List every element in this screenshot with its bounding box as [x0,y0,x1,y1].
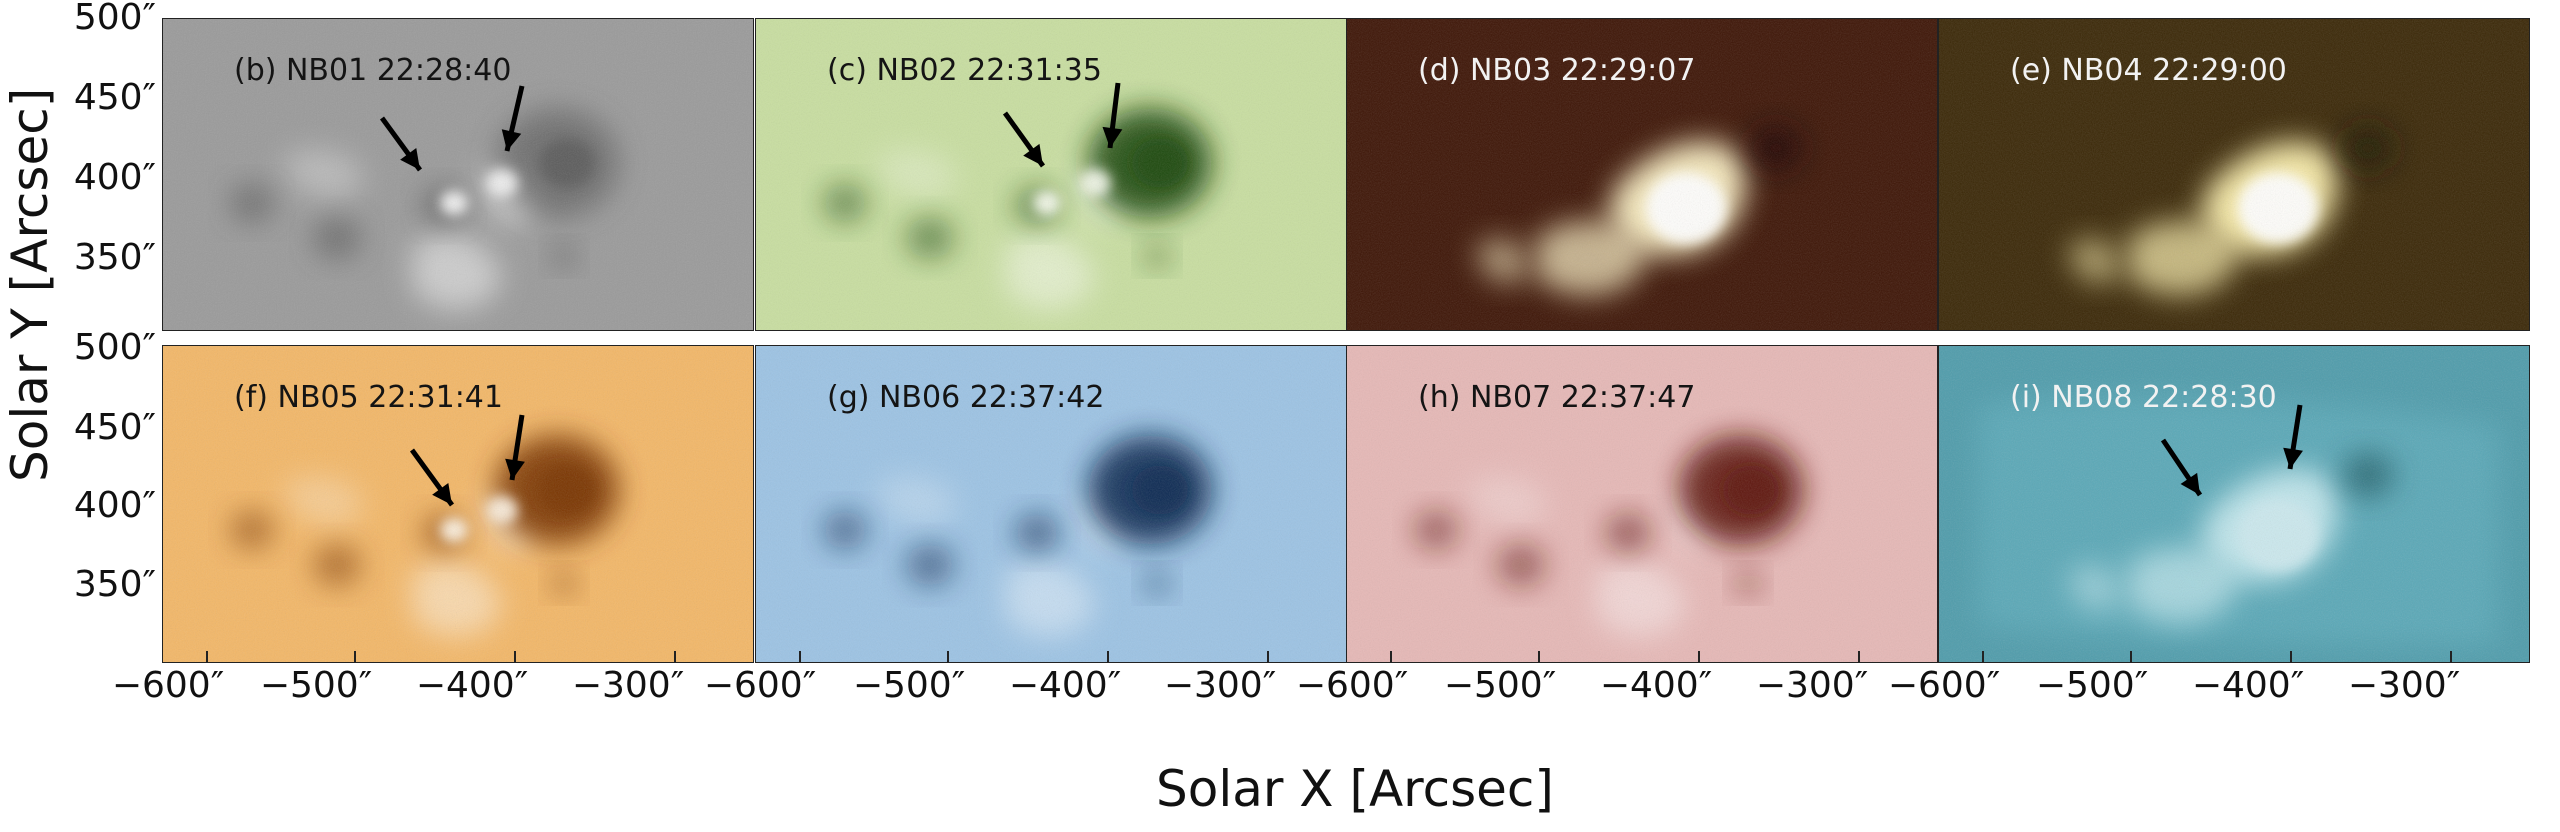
panel-frame [1938,18,2530,331]
x-tick-col3-300: −300″ [1755,665,1869,706]
y-tick-row2-350: 350″ [73,564,156,605]
y-tick-row1-400: 400″ [73,157,156,198]
x-tick-col1-400: −400″ [415,665,529,706]
panel-label-b: (b) NB01 22:28:40 [234,53,512,88]
x-tick-col2-500: −500″ [852,665,966,706]
panel-image-f [162,345,754,663]
arrow-left-kernel [2160,438,2203,497]
panel-image-e [1938,18,2530,331]
x-tick-col1-600: −600″ [111,665,225,706]
x-tick-col2-600: −600″ [703,665,817,706]
x-tick-mark [205,651,208,663]
panel-f: (f) NB05 22:31:41 [162,345,754,663]
x-tick-col3-500: −500″ [1443,665,1557,706]
panel-g: (g) NB06 22:37:42 [755,345,1347,663]
x-tick-col2-300: −300″ [1163,665,1277,706]
panel-e: (e) NB04 22:29:00 [1938,18,2530,331]
arrow-left-kernel [409,448,455,507]
panel-image-g [755,345,1347,663]
x-tick-col1-300: −300″ [571,665,685,706]
panel-label-i: (i) NB08 22:28:30 [2010,380,2277,415]
panel-frame [755,345,1347,663]
y-tick-row1-350: 350″ [73,237,156,278]
x-tick-mark [1106,651,1109,663]
image-noise [1346,345,1938,663]
x-tick-mark [353,651,356,663]
panel-i: (i) NB08 22:28:30 [1938,345,2530,663]
y-tick-row2-400: 400″ [73,485,156,526]
arrow-right-kernel [501,85,525,152]
x-tick-mark [1537,651,1540,663]
x-axis-title: Solar X [Arcsec] [1156,760,1554,818]
x-tick-col4-400: −400″ [2191,665,2305,706]
panel-frame [1346,345,1938,663]
panel-frame [755,18,1347,331]
x-tick-mark [673,651,676,663]
x-tick-mark [1697,651,1700,663]
panel-label-c: (c) NB02 22:31:35 [827,53,1102,88]
panel-image-h [1346,345,1938,663]
x-tick-mark [798,651,801,663]
image-noise [162,345,754,663]
image-noise [1938,345,2530,663]
arrow-left-kernel [1002,111,1046,168]
panel-frame [162,345,754,663]
panel-h: (h) NB07 22:37:47 [1346,345,1938,663]
panel-d: (d) NB03 22:29:07 [1346,18,1938,331]
panel-c: (c) NB02 22:31:35 [755,18,1347,331]
x-tick-col2-400: −400″ [1008,665,1122,706]
image-noise [162,18,754,331]
image-noise [1938,18,2530,331]
x-tick-col4-500: −500″ [2035,665,2149,706]
panel-label-f: (f) NB05 22:31:41 [234,380,503,415]
panel-image-b [162,18,754,331]
x-tick-mark [1266,651,1269,663]
image-noise [1346,18,1938,331]
panel-label-g: (g) NB06 22:37:42 [827,380,1105,415]
x-tick-mark [2289,651,2292,663]
image-noise [755,18,1347,331]
y-tick-row1-500: 500″ [73,0,156,38]
y-tick-row1-450: 450″ [73,77,156,118]
panel-frame [162,18,754,331]
panel-image-c [755,18,1347,331]
x-tick-mark [2449,651,2452,663]
x-tick-mark [946,651,949,663]
arrow-right-kernel [2283,404,2303,470]
panel-label-h: (h) NB07 22:37:47 [1418,380,1696,415]
panel-b: (b) NB01 22:28:40 [162,18,754,331]
x-tick-col4-300: −300″ [2347,665,2461,706]
panel-image-d [1346,18,1938,331]
arrow-left-kernel [379,116,423,172]
panel-image-i [1938,345,2530,663]
x-tick-mark [513,651,516,663]
panel-frame [1938,345,2530,663]
panel-label-e: (e) NB04 22:29:00 [2010,53,2287,88]
x-tick-mark [1857,651,1860,663]
x-tick-mark [1981,651,1984,663]
x-tick-mark [1389,651,1392,663]
x-tick-col4-600: −600″ [1887,665,2001,706]
panel-frame [1346,18,1938,331]
y-tick-row2-500: 500″ [73,327,156,368]
x-tick-mark [2129,651,2132,663]
panel-label-d: (d) NB03 22:29:07 [1418,53,1696,88]
y-tick-row2-450: 450″ [73,407,156,448]
x-tick-col3-600: −600″ [1295,665,1409,706]
image-noise [755,345,1347,663]
x-tick-col1-500: −500″ [259,665,373,706]
arrow-right-kernel [505,414,525,481]
arrow-right-kernel [1102,82,1123,149]
x-tick-col3-400: −400″ [1599,665,1713,706]
